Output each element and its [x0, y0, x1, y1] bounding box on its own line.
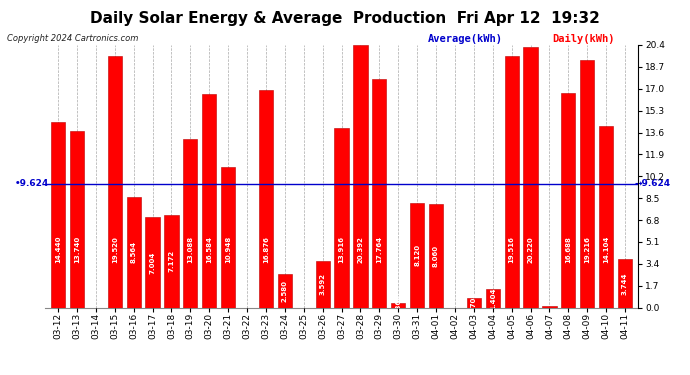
Text: Copyright 2024 Cartronics.com: Copyright 2024 Cartronics.com	[7, 34, 138, 43]
Bar	[259, 90, 273, 308]
Text: 20.220: 20.220	[528, 236, 533, 263]
Bar	[466, 298, 481, 307]
Bar	[202, 94, 217, 308]
Bar	[429, 204, 443, 308]
Bar	[353, 45, 368, 308]
Text: 8.564: 8.564	[130, 242, 137, 264]
Text: 8.120: 8.120	[414, 244, 420, 266]
Text: 19.516: 19.516	[509, 236, 515, 263]
Text: 13.088: 13.088	[188, 236, 193, 263]
Text: 19.520: 19.520	[112, 236, 118, 263]
Bar	[391, 303, 405, 307]
Bar	[504, 56, 519, 308]
Bar	[580, 60, 594, 308]
Bar	[108, 56, 122, 308]
Text: Daily(kWh): Daily(kWh)	[552, 34, 615, 44]
Bar	[70, 131, 84, 308]
Text: 3.744: 3.744	[622, 272, 628, 295]
Text: 16.876: 16.876	[263, 236, 269, 263]
Text: 17.764: 17.764	[376, 236, 382, 263]
Text: Daily Solar Energy & Average  Production  Fri Apr 12  19:32: Daily Solar Energy & Average Production …	[90, 11, 600, 26]
Text: 13.916: 13.916	[339, 236, 344, 263]
Text: 20.392: 20.392	[357, 236, 364, 263]
Bar	[184, 139, 197, 308]
Bar	[51, 122, 65, 308]
Text: Average(kWh): Average(kWh)	[428, 34, 503, 44]
Bar	[315, 261, 330, 308]
Text: 2.580: 2.580	[282, 280, 288, 302]
Text: 7.172: 7.172	[168, 250, 175, 272]
Bar	[146, 217, 159, 308]
Bar	[410, 203, 424, 308]
Text: •9.624: •9.624	[14, 179, 48, 188]
Text: 14.440: 14.440	[55, 236, 61, 263]
Text: 8.060: 8.060	[433, 244, 439, 267]
Text: 3.592: 3.592	[319, 273, 326, 296]
Text: 0.708: 0.708	[471, 292, 477, 314]
Bar	[335, 128, 348, 308]
Bar	[278, 274, 292, 308]
Text: 14.104: 14.104	[603, 236, 609, 263]
Text: 13.740: 13.740	[74, 236, 80, 263]
Text: 0.368: 0.368	[395, 294, 402, 316]
Bar	[373, 79, 386, 308]
Text: 1.404: 1.404	[490, 287, 495, 310]
Text: 16.584: 16.584	[206, 236, 213, 263]
Bar	[164, 215, 179, 308]
Bar	[486, 290, 500, 308]
Bar	[524, 47, 538, 308]
Text: 16.688: 16.688	[565, 236, 571, 263]
Text: 7.004: 7.004	[150, 251, 155, 274]
Text: →9.624: →9.624	[635, 179, 671, 188]
Bar	[542, 306, 557, 308]
Bar	[599, 126, 613, 308]
Bar	[561, 93, 575, 308]
Text: 10.948: 10.948	[225, 236, 231, 263]
Bar	[126, 197, 141, 308]
Bar	[618, 260, 632, 308]
Text: 19.216: 19.216	[584, 236, 590, 263]
Bar	[221, 166, 235, 308]
